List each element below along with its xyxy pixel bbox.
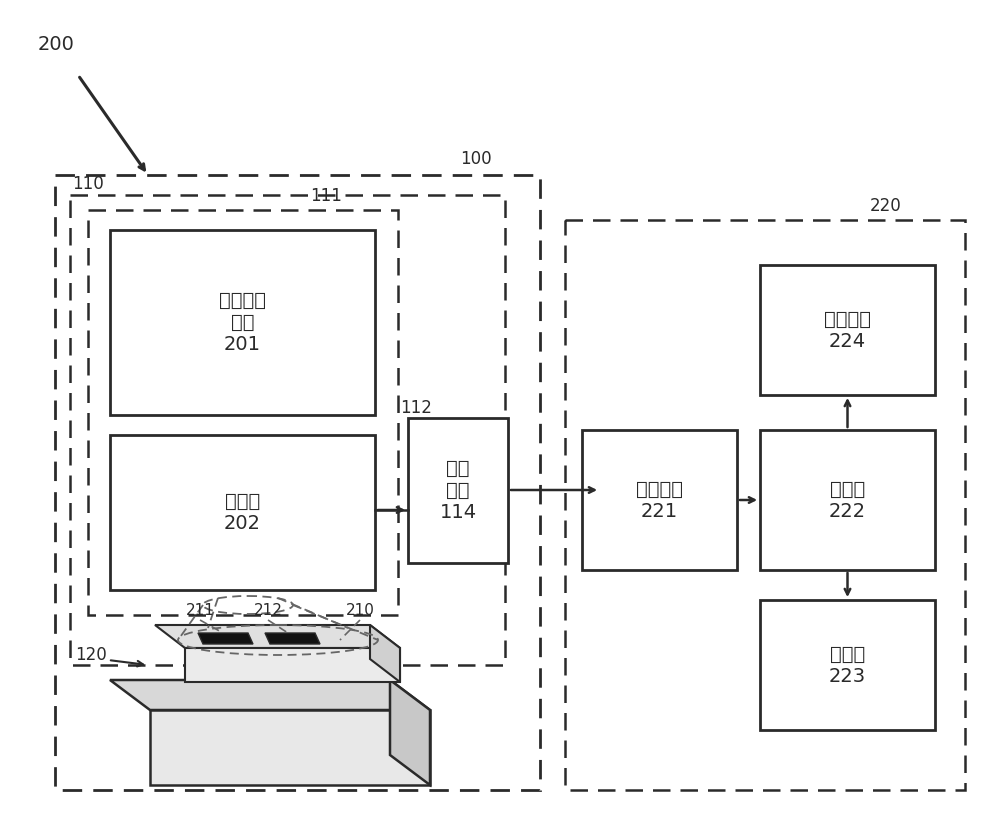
Bar bbox=[88, 210, 398, 615]
Bar bbox=[55, 175, 540, 790]
Text: 显示器
223: 显示器 223 bbox=[829, 645, 866, 685]
Bar bbox=[760, 265, 935, 395]
Bar bbox=[760, 600, 935, 730]
Text: 镜片组
202: 镜片组 202 bbox=[224, 492, 261, 533]
Bar bbox=[760, 430, 935, 570]
Text: 感光元件
模组
201: 感光元件 模组 201 bbox=[219, 291, 266, 354]
Bar bbox=[70, 195, 505, 665]
Text: 212: 212 bbox=[254, 603, 282, 618]
Text: 储存装置
224: 储存装置 224 bbox=[824, 310, 871, 350]
Bar bbox=[582, 430, 737, 570]
Text: 处理器
222: 处理器 222 bbox=[829, 480, 866, 520]
Text: 220: 220 bbox=[870, 197, 902, 215]
Polygon shape bbox=[198, 633, 253, 644]
Text: 通讯介面
221: 通讯介面 221 bbox=[636, 480, 683, 520]
Text: 211: 211 bbox=[186, 603, 214, 618]
Text: 210: 210 bbox=[346, 603, 374, 618]
Text: 110: 110 bbox=[72, 175, 104, 193]
Bar bbox=[110, 230, 375, 415]
Bar bbox=[565, 220, 965, 790]
Polygon shape bbox=[390, 680, 430, 785]
Text: 200: 200 bbox=[38, 35, 75, 54]
Bar bbox=[110, 435, 375, 590]
Polygon shape bbox=[370, 625, 400, 682]
Text: 100: 100 bbox=[460, 150, 492, 168]
Bar bbox=[408, 418, 508, 563]
Polygon shape bbox=[265, 633, 320, 644]
Polygon shape bbox=[150, 710, 430, 785]
Text: 120: 120 bbox=[75, 646, 107, 664]
Polygon shape bbox=[185, 648, 400, 682]
Polygon shape bbox=[110, 680, 430, 710]
Text: 111: 111 bbox=[310, 187, 342, 205]
Text: 112: 112 bbox=[400, 399, 432, 417]
Text: 调焦
装置
114: 调焦 装置 114 bbox=[439, 459, 477, 522]
Polygon shape bbox=[155, 625, 400, 648]
